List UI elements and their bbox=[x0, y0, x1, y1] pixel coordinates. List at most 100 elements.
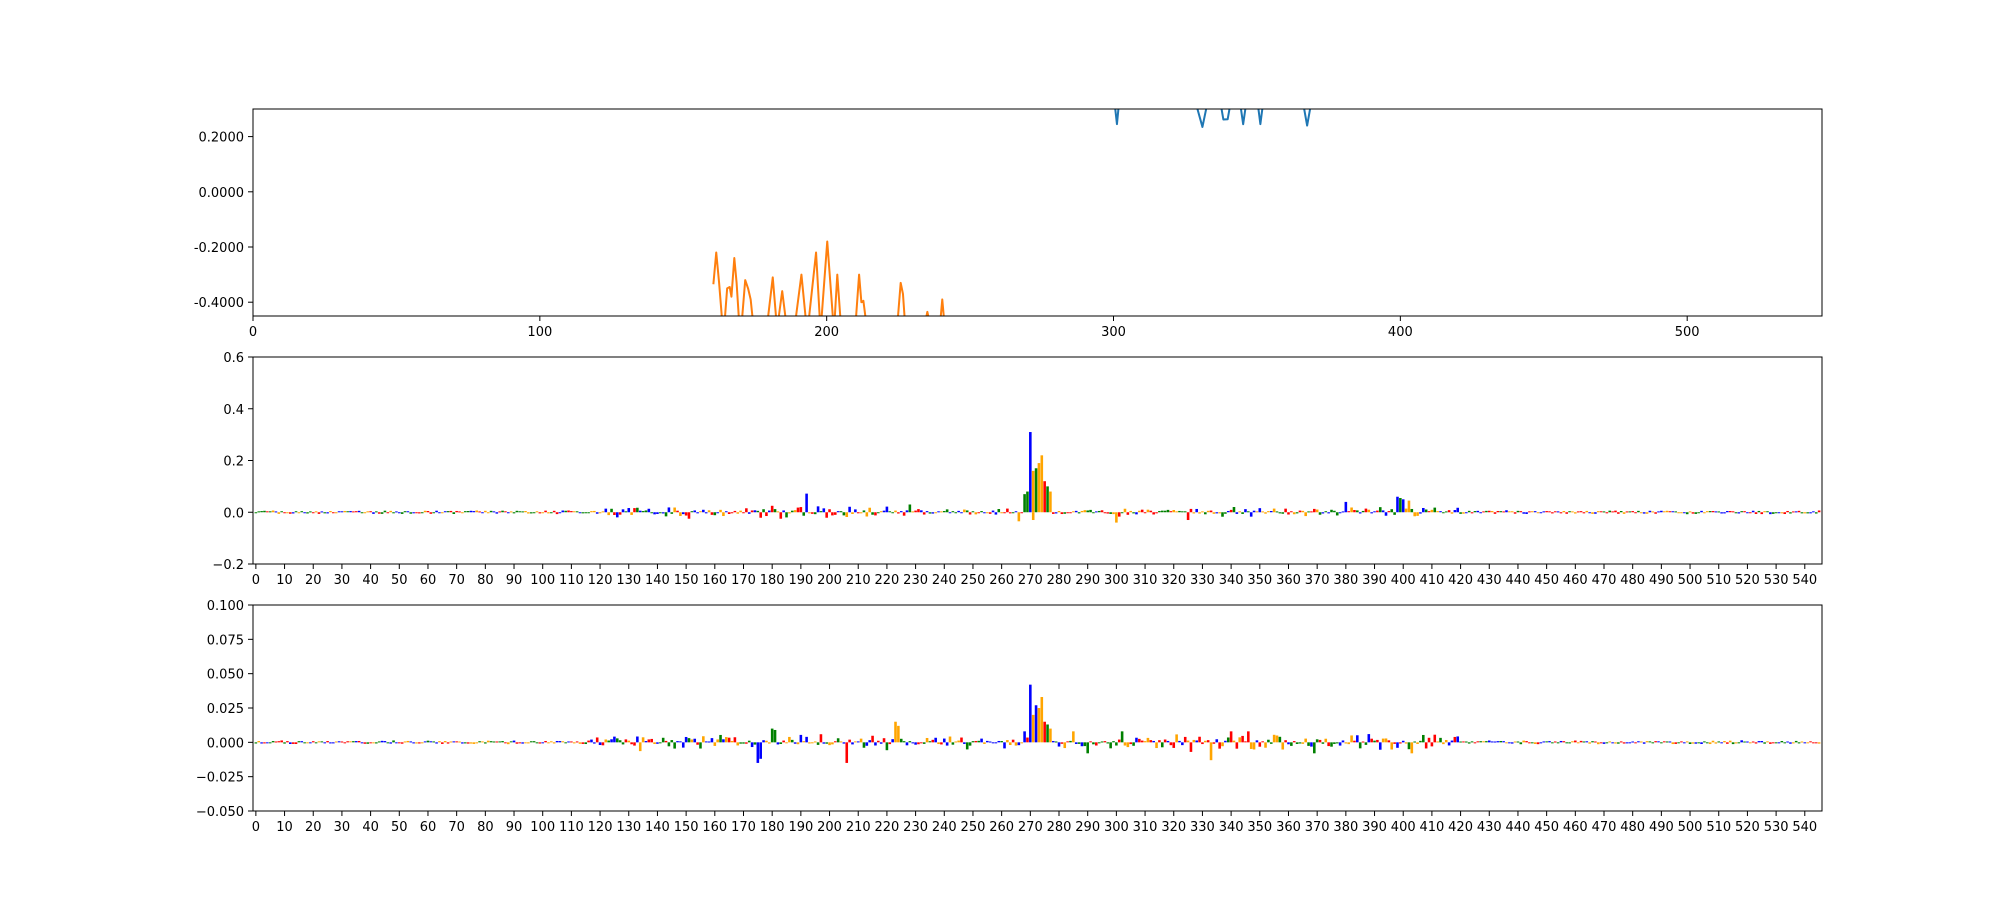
base-bar bbox=[859, 738, 863, 743]
x-tick-label: 530 bbox=[1764, 573, 1789, 588]
base-bar bbox=[925, 737, 929, 743]
base-bar bbox=[879, 742, 883, 744]
base-bar bbox=[828, 509, 831, 513]
x-tick-label: 0 bbox=[252, 820, 260, 835]
base-bar bbox=[532, 512, 536, 514]
base-bar bbox=[484, 510, 487, 513]
base-bar bbox=[667, 742, 671, 747]
base-bar bbox=[1568, 511, 1571, 513]
base-bar bbox=[765, 512, 768, 517]
base-bar bbox=[736, 512, 740, 514]
base-bar bbox=[1097, 742, 1101, 744]
base-bar bbox=[317, 512, 321, 514]
base-bar bbox=[1043, 481, 1046, 513]
base-bar bbox=[736, 742, 740, 746]
base-bar bbox=[802, 741, 806, 743]
base-bar bbox=[1226, 510, 1230, 513]
base-bar bbox=[1054, 512, 1058, 514]
base-bar bbox=[968, 742, 972, 746]
base-bar bbox=[504, 742, 507, 744]
base-bar bbox=[1424, 742, 1428, 749]
x-tick-label: 260 bbox=[989, 573, 1014, 588]
base-bar bbox=[1749, 742, 1752, 744]
base-bar bbox=[1809, 741, 1812, 743]
base-bar bbox=[1717, 741, 1721, 743]
base-bar bbox=[1703, 512, 1706, 514]
base-bar bbox=[719, 509, 722, 513]
base-bar bbox=[1069, 512, 1072, 514]
y-tick-label: 0.025 bbox=[207, 702, 244, 717]
base-bar bbox=[1264, 742, 1267, 748]
base-bar bbox=[1083, 742, 1087, 747]
base-bar bbox=[1599, 511, 1603, 513]
base-bar bbox=[1812, 511, 1815, 513]
base-bar bbox=[997, 740, 1001, 743]
base-bar bbox=[1281, 512, 1285, 514]
base-bar bbox=[960, 737, 963, 743]
base-bar bbox=[922, 512, 926, 515]
base-bar bbox=[928, 512, 932, 514]
x-tick-label: 540 bbox=[1792, 820, 1817, 835]
base-bar bbox=[492, 511, 496, 513]
base-bar bbox=[877, 512, 880, 514]
base-bar bbox=[455, 510, 458, 513]
x-tick-label: 70 bbox=[448, 573, 465, 588]
base-bar bbox=[1109, 512, 1112, 514]
base-bar bbox=[1665, 510, 1669, 513]
base-bar bbox=[415, 512, 418, 514]
base-bar bbox=[1470, 512, 1474, 514]
base-bar bbox=[1433, 734, 1437, 743]
base-bar bbox=[504, 511, 507, 513]
base-bar bbox=[1728, 740, 1732, 743]
base-bar bbox=[1522, 740, 1525, 743]
base-bar bbox=[357, 510, 361, 513]
base-bar bbox=[1344, 501, 1348, 513]
base-bar bbox=[306, 742, 309, 744]
base-bar bbox=[1562, 511, 1566, 513]
base-bar bbox=[1427, 511, 1431, 513]
base-bar bbox=[942, 511, 946, 513]
base-bar bbox=[1313, 508, 1316, 513]
base-bar bbox=[340, 741, 344, 743]
base-bar bbox=[1238, 511, 1242, 513]
base-bar bbox=[1344, 742, 1348, 744]
base-bar bbox=[1683, 742, 1686, 744]
base-bar bbox=[277, 741, 281, 743]
base-bar bbox=[332, 512, 335, 514]
base-bar bbox=[1436, 741, 1439, 743]
base-bar bbox=[524, 511, 527, 513]
base-bar bbox=[1014, 742, 1018, 746]
base-bar bbox=[564, 742, 567, 744]
base-bar bbox=[283, 512, 286, 514]
base-bar bbox=[839, 741, 843, 743]
base-bar bbox=[1163, 739, 1167, 743]
base-bar bbox=[472, 742, 476, 744]
base-bar bbox=[656, 742, 659, 744]
base-bar bbox=[808, 742, 811, 744]
base-bar bbox=[564, 510, 567, 513]
x-tick-label: 210 bbox=[846, 573, 871, 588]
base-bar bbox=[650, 738, 653, 743]
base-bar bbox=[458, 741, 461, 743]
base-bar bbox=[1631, 741, 1634, 743]
base-bar bbox=[1645, 741, 1649, 743]
base-bar bbox=[782, 740, 785, 743]
base-bar bbox=[1519, 511, 1523, 513]
base-bar bbox=[842, 742, 846, 744]
x-tick-label: 190 bbox=[788, 820, 813, 835]
base-bar bbox=[446, 511, 450, 513]
base-bar bbox=[1241, 512, 1244, 514]
x-tick-label: 20 bbox=[305, 820, 322, 835]
base-bar bbox=[948, 736, 952, 743]
base-bar bbox=[974, 512, 978, 515]
base-bar bbox=[1677, 742, 1680, 744]
base-bar bbox=[1006, 740, 1009, 743]
base-bar bbox=[859, 512, 863, 514]
base-bar bbox=[1183, 736, 1187, 743]
base-bar bbox=[1092, 512, 1095, 514]
base-bar bbox=[831, 742, 834, 745]
base-bar bbox=[1774, 512, 1778, 514]
base-bar bbox=[1298, 510, 1302, 513]
base-bar bbox=[759, 742, 762, 759]
base-bar bbox=[1760, 512, 1764, 515]
